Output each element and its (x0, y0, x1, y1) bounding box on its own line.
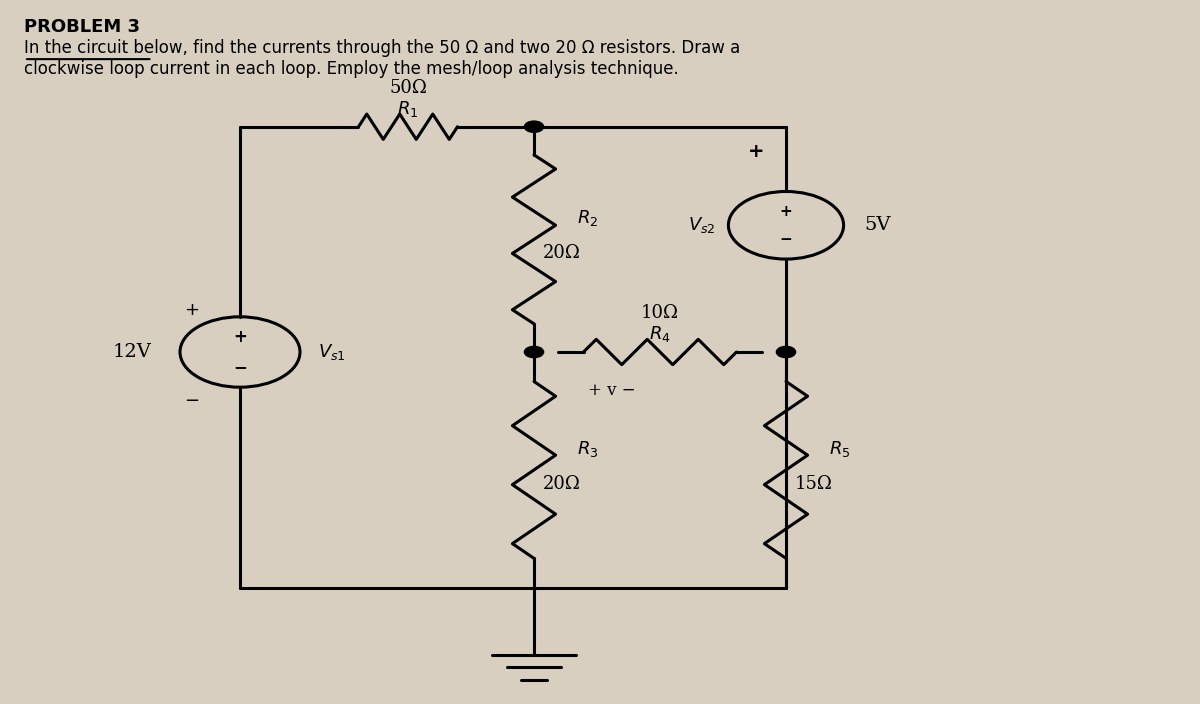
Text: 10Ω: 10Ω (641, 304, 679, 322)
Text: $V_{s2}$: $V_{s2}$ (688, 215, 716, 235)
Text: 20Ω: 20Ω (542, 475, 581, 493)
Circle shape (524, 346, 544, 358)
Text: 50Ω: 50Ω (389, 79, 427, 97)
Text: −: − (233, 358, 247, 377)
Text: PROBLEM 3: PROBLEM 3 (24, 18, 140, 36)
Text: −: − (185, 392, 199, 410)
Text: $V_{s1}$: $V_{s1}$ (318, 342, 346, 362)
Text: 5V: 5V (864, 216, 890, 234)
Circle shape (776, 346, 796, 358)
Text: $R_4$: $R_4$ (649, 325, 671, 344)
Text: clockwise loop current in each loop. Employ the mesh/loop analysis technique.: clockwise loop current in each loop. Emp… (24, 60, 679, 78)
Text: In the circuit below, find the currents through the 50 Ω and two 20 Ω resistors.: In the circuit below, find the currents … (24, 39, 740, 57)
Text: $R_1$: $R_1$ (397, 99, 419, 119)
Text: $R_2$: $R_2$ (577, 208, 599, 228)
Text: +: + (780, 203, 792, 219)
Text: + v −: + v − (588, 382, 636, 399)
Text: $R_5$: $R_5$ (829, 439, 851, 459)
Text: +: + (233, 327, 247, 346)
Text: −: − (780, 232, 792, 247)
Circle shape (524, 121, 544, 132)
Text: +: + (748, 142, 764, 161)
Text: 15Ω: 15Ω (796, 475, 833, 493)
Text: $R_3$: $R_3$ (577, 439, 599, 459)
Text: +: + (185, 301, 199, 319)
Text: 20Ω: 20Ω (542, 244, 581, 263)
Text: 12V: 12V (113, 343, 151, 361)
